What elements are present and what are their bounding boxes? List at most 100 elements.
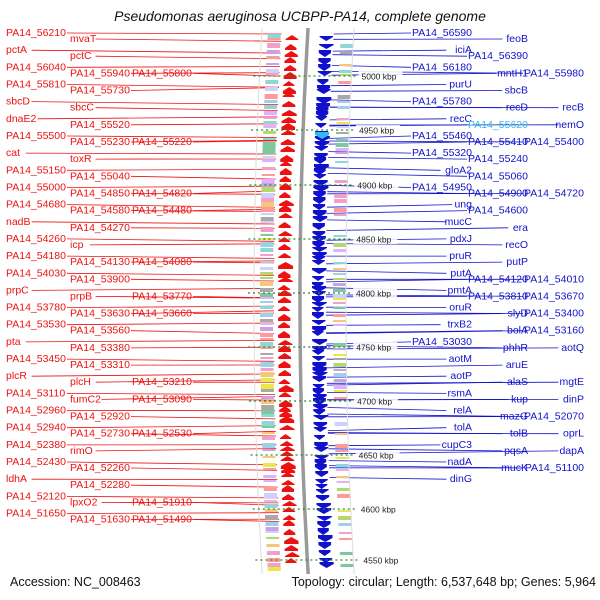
gene-label-prpB[interactable]: prpB [70,290,92,302]
gene-label-PA14_55220[interactable]: PA14_55220 [132,136,192,148]
gene-label-PA14_55410[interactable]: PA14_55410 [468,136,528,148]
gene-label-mazG[interactable]: mazG [500,411,528,423]
gene-label-PA14_55320[interactable]: PA14_55320 [412,147,472,159]
gene-label-PA14_52920[interactable]: PA14_52920 [70,411,130,423]
gene-label-PA14_55620[interactable]: PA14_55620 [468,119,528,131]
gene-label-pta[interactable]: pta [6,336,21,348]
gene-label-ung[interactable]: ung [454,199,472,211]
gene-label-PA14_55980[interactable]: PA14_55980 [524,67,584,79]
gene-label-pmtA[interactable]: pmtA [447,284,472,296]
gene-label-tolA[interactable]: tolA [454,422,472,434]
gene-label-relA[interactable]: relA [453,405,472,417]
gene-label-PA14_55810[interactable]: PA14_55810 [6,79,66,91]
gene-label-mntH1[interactable]: mntH1 [497,67,528,79]
gene-label-PA14_53110[interactable]: PA14_53110 [6,387,65,399]
gene-label-mucC[interactable]: mucC [445,216,473,228]
gene-label-ldhA[interactable]: ldhA [6,473,27,485]
gene-label-PA14_53630[interactable]: PA14_53630 [70,308,130,320]
gene-label-pdxJ[interactable]: pdxJ [450,233,472,245]
gene-label-era[interactable]: era [513,222,528,234]
gene-label-prpC[interactable]: prpC [6,284,29,296]
gene-label-dinG[interactable]: dinG [450,473,472,485]
gene-label-putP[interactable]: putP [506,256,528,268]
gene-label-PA14_54080[interactable]: PA14_54080 [132,256,192,268]
gene-label-PA14_52070[interactable]: PA14_52070 [524,411,584,423]
gene-label-nemO[interactable]: nemO [555,119,584,131]
gene-label-recB[interactable]: recB [562,102,584,114]
gene-label-recO[interactable]: recO [505,239,528,251]
gene-label-PA14_53530[interactable]: PA14_53530 [6,319,66,331]
gene-label-PA14_52430[interactable]: PA14_52430 [6,456,66,468]
gene-label-PA14_52280[interactable]: PA14_52280 [70,479,130,491]
gene-label-PA14_54260[interactable]: PA14_54260 [6,233,66,245]
gene-label-PA14_55460[interactable]: PA14_55460 [412,130,472,142]
gene-label-sbcD[interactable]: sbcD [6,96,30,108]
gene-label-PA14_55150[interactable]: PA14_55150 [6,164,66,176]
gene-label-plcR[interactable]: plcR [6,370,27,382]
gene-label-plcH[interactable]: plcH [70,376,91,388]
gene-label-kup[interactable]: kup [511,393,528,405]
gene-label-PA14_55730[interactable]: PA14_55730 [70,85,130,97]
gene-label-dinP[interactable]: dinP [563,393,584,405]
gene-label-PA14_56040[interactable]: PA14_56040 [6,61,66,73]
gene-label-PA14_52120[interactable]: PA14_52120 [6,490,66,502]
gene-label-PA14_54950[interactable]: PA14_54950 [412,182,472,194]
gene-label-pctC[interactable]: pctC [70,50,92,62]
gene-label-PA14_55400[interactable]: PA14_55400 [524,136,584,148]
gene-label-PA14_53780[interactable]: PA14_53780 [6,302,66,314]
gene-label-PA14_56210[interactable]: PA14_56210 [6,27,66,39]
gene-label-PA14_54130[interactable]: PA14_54130 [70,256,130,268]
gene-label-PA14_55240[interactable]: PA14_55240 [468,153,528,165]
gene-label-PA14_55040[interactable]: PA14_55040 [70,170,130,182]
gene-label-fumC2[interactable]: fumC2 [70,393,101,405]
gene-label-PA14_55800[interactable]: PA14_55800 [132,67,192,79]
gene-label-PA14_55500[interactable]: PA14_55500 [6,130,66,142]
gene-label-PA14_55940[interactable]: PA14_55940 [70,67,130,79]
gene-label-PA14_51630[interactable]: PA14_51630 [70,514,130,526]
gene-label-PA14_55060[interactable]: PA14_55060 [468,170,528,182]
gene-label-PA14_54600[interactable]: PA14_54600 [468,205,528,217]
gene-label-PA14_51100[interactable]: PA14_51100 [525,462,584,474]
gene-label-PA14_53160[interactable]: PA14_53160 [524,325,584,337]
gene-label-sbcB[interactable]: sbcB [505,85,528,97]
gene-label-PA14_53660[interactable]: PA14_53660 [132,308,192,320]
gene-label-oprL[interactable]: oprL [563,428,584,440]
gene-label-rimO[interactable]: rimO [70,445,93,457]
gene-label-PA14_54010[interactable]: PA14_54010 [524,273,584,285]
gene-label-mucK[interactable]: mucK [501,462,528,474]
gene-label-icp[interactable]: icp [70,239,84,251]
gene-label-recD[interactable]: recD [506,102,529,114]
gene-label-PA14_54270[interactable]: PA14_54270 [70,222,130,234]
gene-label-PA14_53310[interactable]: PA14_53310 [70,359,130,371]
gene-label-feoB[interactable]: feoB [506,33,528,45]
gene-label-PA14_56390[interactable]: PA14_56390 [468,50,528,62]
gene-label-gloA2[interactable]: gloA2 [445,164,472,176]
gene-label-tolB[interactable]: tolB [510,428,528,440]
gene-label-PA14_54030[interactable]: PA14_54030 [6,267,66,279]
gene-label-PA14_53770[interactable]: PA14_53770 [132,290,192,302]
gene-label-rsmA[interactable]: rsmA [448,387,473,399]
gene-label-pqsA[interactable]: pqsA [504,445,528,457]
gene-label-iciA[interactable]: iciA [455,44,472,56]
gene-label-cupC3[interactable]: cupC3 [442,439,473,451]
gene-label-PA14_54720[interactable]: PA14_54720 [524,188,584,200]
gene-label-PA14_53670[interactable]: PA14_53670 [524,290,584,302]
gene-label-PA14_51910[interactable]: PA14_51910 [132,496,192,508]
gene-label-oruR[interactable]: oruR [449,302,472,314]
gene-label-aruE[interactable]: aruE [506,359,528,371]
gene-label-nadA[interactable]: nadA [447,456,472,468]
gene-label-PA14_54900[interactable]: PA14_54900 [468,188,528,200]
gene-label-PA14_54580[interactable]: PA14_54580 [70,205,130,217]
gene-label-PA14_52960[interactable]: PA14_52960 [6,405,66,417]
gene-label-lpxO2[interactable]: lpxO2 [70,496,98,508]
gene-label-aotM[interactable]: aotM [449,353,472,365]
gene-label-PA14_53030[interactable]: PA14_53030 [412,336,472,348]
gene-labels[interactable]: PA14_56210 mvaT pctA pctC PA14_56040 PA14_559… [6,27,584,526]
gene-label-PA14_54480[interactable]: PA14_54480 [132,205,192,217]
gene-label-pruR[interactable]: pruR [449,250,472,262]
gene-label-PA14_55520[interactable]: PA14_55520 [70,119,130,131]
gene-label-PA14_55230[interactable]: PA14_55230 [70,136,130,148]
gene-label-PA14_55780[interactable]: PA14_55780 [412,96,472,108]
gene-label-PA14_56590[interactable]: PA14_56590 [412,27,472,39]
gene-label-mgtE[interactable]: mgtE [559,376,584,388]
